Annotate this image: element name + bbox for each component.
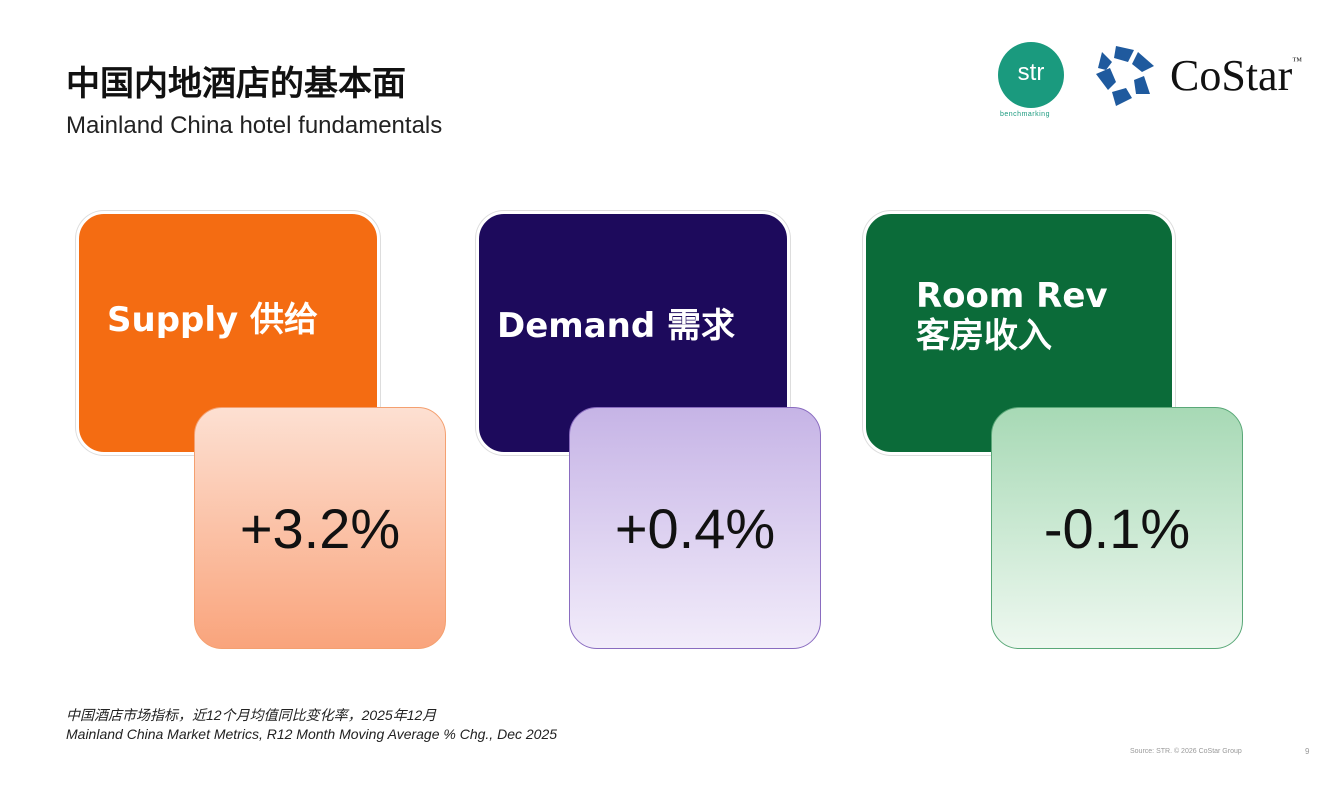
str-logo: str	[998, 42, 1064, 108]
footnote-en: Mainland China Market Metrics, R12 Month…	[66, 726, 558, 742]
trademark: ™	[1292, 56, 1303, 67]
source-text: Source: STR. © 2026 CoStar Group	[1130, 748, 1242, 755]
logos: str benchmarking CoStar™	[998, 40, 1318, 125]
room-rev-label: Room Rev 客房收入	[916, 276, 1108, 356]
page-number: 9	[1305, 747, 1310, 756]
demand-label: Demand 需求	[497, 306, 736, 346]
footnote: 中国酒店市场指标，近12个月均值同比变化率，2025年12月 Mainland …	[66, 706, 557, 744]
demand-value: +0.4%	[569, 407, 821, 649]
str-tagline: benchmarking	[1000, 111, 1050, 118]
page-subtitle: Mainland China hotel fundamentals	[66, 112, 443, 139]
footnote-cn: 中国酒店市场指标，近12个月均值同比变化率，2025年12月	[66, 707, 437, 723]
supply-value: +3.2%	[194, 407, 446, 649]
costar-star-icon	[1096, 46, 1154, 106]
supply-label: Supply 供给	[107, 300, 319, 340]
page-title: 中国内地酒店的基本面	[66, 64, 406, 104]
costar-logo: CoStar™	[1170, 50, 1302, 101]
room-rev-value: -0.1%	[991, 407, 1243, 649]
costar-wordmark: CoStar	[1170, 51, 1293, 100]
